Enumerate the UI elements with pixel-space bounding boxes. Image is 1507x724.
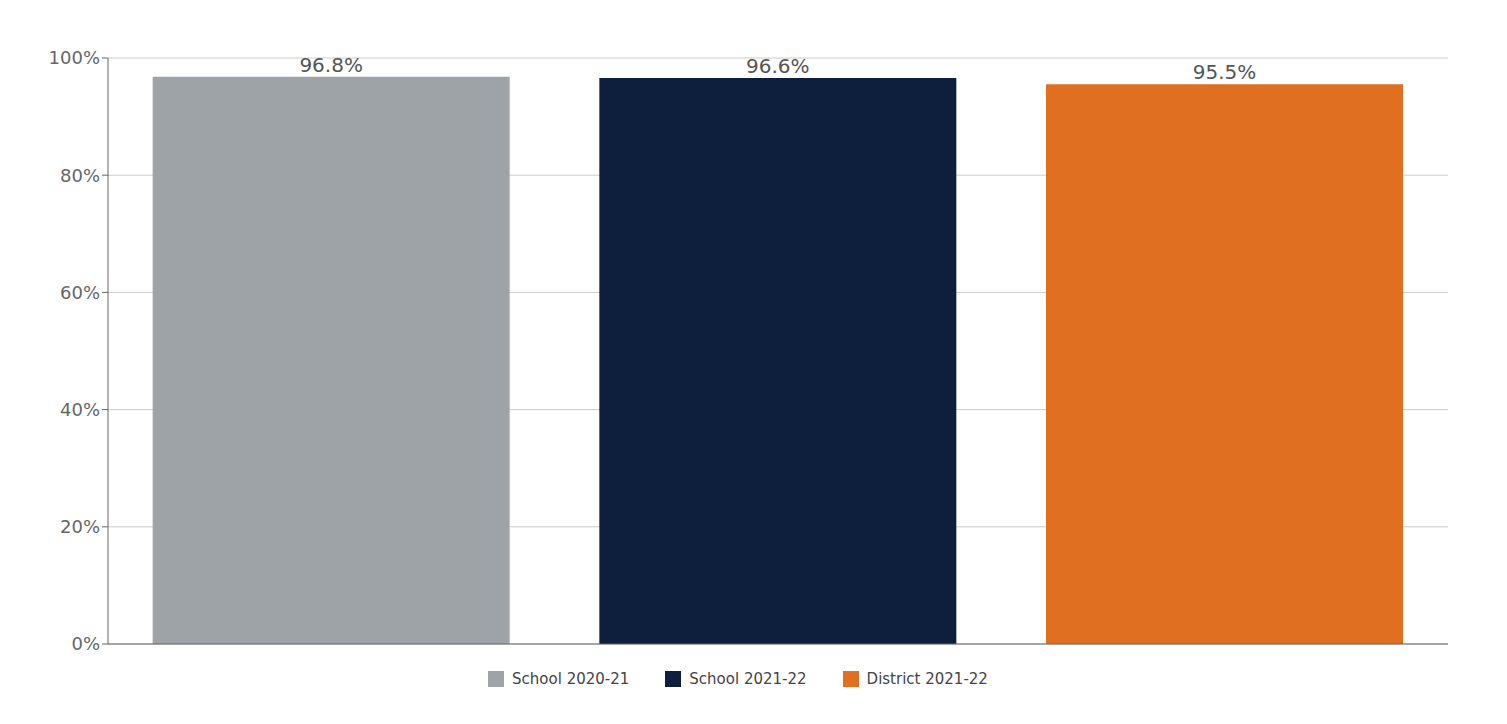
html-text:District 2021-22: District 2021-22 — [866, 670, 988, 688]
svg-text:95.5%: 95.5% — [1193, 60, 1257, 84]
svg-text:100%: 100% — [49, 47, 100, 68]
html-text:School 2021-22: School 2021-22 — [689, 670, 807, 688]
svg-text:40%: 40% — [60, 399, 100, 420]
svg-text:80%: 80% — [60, 165, 100, 186]
svg-text:60%: 60% — [60, 282, 100, 303]
svg-text:96.8%: 96.8% — [299, 53, 363, 77]
svg-text:20%: 20% — [60, 516, 100, 537]
html-text:School 2020-21: School 2020-21 — [512, 670, 630, 688]
svg-text:96.6%: 96.6% — [746, 54, 810, 78]
svg-text:0%: 0% — [71, 633, 100, 654]
